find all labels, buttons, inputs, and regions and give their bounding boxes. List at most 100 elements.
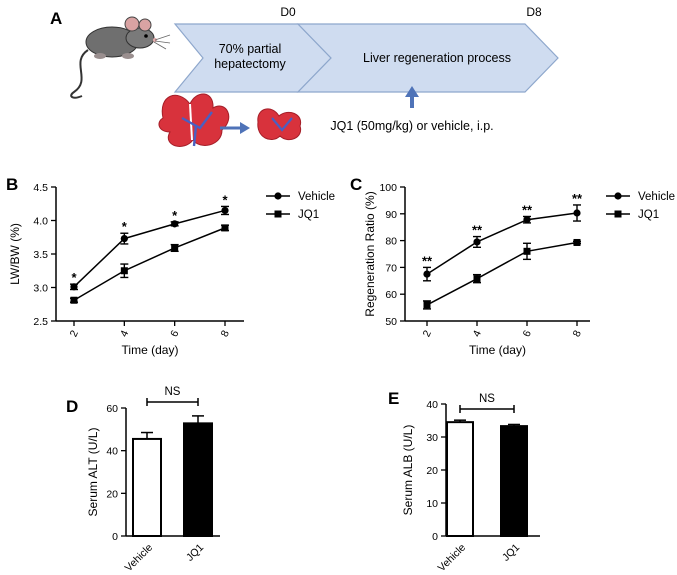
data-point-square — [221, 224, 229, 232]
bar-vehicle — [446, 421, 474, 537]
data-point-circle — [120, 234, 128, 243]
bar-jq1 — [500, 425, 528, 537]
panel-letter: C — [350, 175, 362, 194]
y-tick-label: 40 — [426, 399, 438, 411]
significance-marker: * — [122, 219, 128, 234]
process-arrow-hepatectomy: 70% partial hepatectomy — [173, 23, 332, 93]
data-point-square — [171, 244, 179, 252]
chevron-2-label: Liver regeneration process — [363, 51, 511, 65]
data-point-circle — [573, 209, 581, 217]
significance-marker: ** — [522, 202, 533, 217]
x-tick-label: 8 — [571, 328, 584, 339]
data-point-square — [423, 301, 431, 309]
x-axis-title: Time (day) — [122, 343, 179, 357]
chevron-2-shape — [296, 23, 559, 93]
data-point-square — [70, 296, 78, 304]
significance-label: NS — [165, 386, 181, 398]
y-tick-label: 50 — [385, 316, 397, 328]
y-tick-label: 30 — [426, 432, 438, 444]
data-point-circle — [523, 216, 531, 224]
process-arrow-regeneration: Liver regeneration process — [296, 23, 559, 93]
significance-marker: ** — [572, 191, 583, 206]
legend-marker-circle — [614, 192, 622, 200]
legend-label: JQ1 — [298, 209, 319, 221]
y-tick-label: 0 — [432, 531, 438, 543]
legend-marker-circle — [274, 192, 282, 200]
panel-a-letter: A — [50, 9, 62, 28]
significance-marker: ** — [472, 223, 483, 238]
y-tick-label: 90 — [385, 209, 397, 221]
significance-marker: * — [172, 208, 178, 223]
bar-vehicle — [132, 437, 162, 537]
x-tick-label: 4 — [471, 328, 484, 339]
panel-letter: E — [388, 389, 399, 408]
panel-letter: D — [66, 397, 78, 416]
data-point-circle — [221, 206, 229, 215]
y-axis-title: Serum ALB (U/L) — [401, 425, 415, 516]
significance-label: NS — [479, 393, 495, 405]
y-axis-title: LW/BW (%) — [8, 223, 22, 285]
x-tick-label: JQ1 — [184, 542, 206, 564]
chart-panel-b: B 2.5 3.0 3.5 4.0 4.5 2 4 6 8 Time (day) LW/BW (%) *… — [6, 175, 335, 357]
legend-marker-square — [614, 210, 622, 218]
x-tick-label: 6 — [521, 328, 534, 339]
y-axis-title: Serum ALT (U/L) — [86, 428, 100, 517]
resection-arrow-icon — [220, 122, 250, 134]
bar-jq1 — [183, 422, 213, 537]
data-point-circle — [171, 220, 179, 228]
chevron-1-line2: hepatectomy — [214, 57, 286, 71]
data-point-square — [523, 247, 531, 255]
data-point-square — [573, 238, 581, 246]
y-tick-label: 40 — [106, 446, 118, 458]
series-line-vehicle — [73, 209, 226, 288]
y-tick-label: 60 — [385, 289, 397, 301]
x-tick-label: 2 — [68, 328, 81, 339]
series-line-jq1 — [426, 241, 578, 306]
x-tick-label: 2 — [421, 328, 434, 339]
series-line-jq1 — [73, 227, 226, 301]
chart-panel-d: D 0 20 40 60 Serum ALT (U/L) Vehicle JQ1 NS — [66, 386, 220, 574]
treatment-label: JQ1 (50mg/kg) or vehicle, i.p. — [330, 119, 493, 133]
significance-marker: * — [222, 192, 228, 207]
y-tick-label: 4.0 — [33, 216, 48, 228]
y-tick-label: 3.0 — [33, 283, 48, 295]
y-tick-label: 70 — [385, 262, 397, 274]
significance-marker: * — [71, 270, 77, 285]
legend-label: Vehicle — [638, 191, 675, 203]
liver-whole-icon — [158, 93, 230, 147]
data-point-square — [120, 267, 128, 275]
y-tick-label: 0 — [112, 531, 118, 543]
x-tick-label: 8 — [219, 328, 232, 339]
y-tick-label: 60 — [106, 403, 118, 415]
y-tick-label: 3.5 — [33, 249, 48, 261]
legend-label: Vehicle — [298, 191, 335, 203]
y-tick-label: 4.5 — [33, 182, 48, 194]
data-point-square — [473, 275, 481, 283]
series-line-vehicle — [426, 212, 578, 275]
chart-panel-e: E 0 10 20 30 40 Serum ALB (U/L) Vehicle JQ1 NS — [388, 389, 540, 574]
label-d8: D8 — [526, 5, 542, 19]
y-tick-label: 10 — [426, 498, 438, 510]
mouse-illustration — [70, 16, 171, 99]
legend-label: JQ1 — [638, 209, 659, 221]
y-tick-label: 80 — [385, 236, 397, 248]
treatment-arrow-icon — [405, 86, 419, 108]
data-point-circle — [423, 270, 431, 278]
x-tick-label: 4 — [118, 328, 131, 339]
y-axis-title: Regeneration Ratio (%) — [363, 191, 377, 316]
y-tick-label: 20 — [426, 465, 438, 477]
x-axis-title: Time (day) — [469, 343, 526, 357]
x-tick-label: 6 — [168, 328, 181, 339]
x-tick-label: Vehicle — [123, 542, 156, 575]
x-tick-label: Vehicle — [436, 542, 469, 575]
y-tick-label: 100 — [379, 182, 397, 194]
significance-marker: ** — [422, 253, 433, 268]
legend-marker-square — [274, 210, 282, 218]
y-tick-label: 2.5 — [33, 316, 48, 328]
data-point-circle — [70, 283, 78, 291]
label-d0: D0 — [280, 5, 296, 19]
y-tick-label: 20 — [106, 488, 118, 500]
chevron-1-line1: 70% partial — [219, 42, 282, 56]
liver-resected-icon — [257, 108, 302, 141]
